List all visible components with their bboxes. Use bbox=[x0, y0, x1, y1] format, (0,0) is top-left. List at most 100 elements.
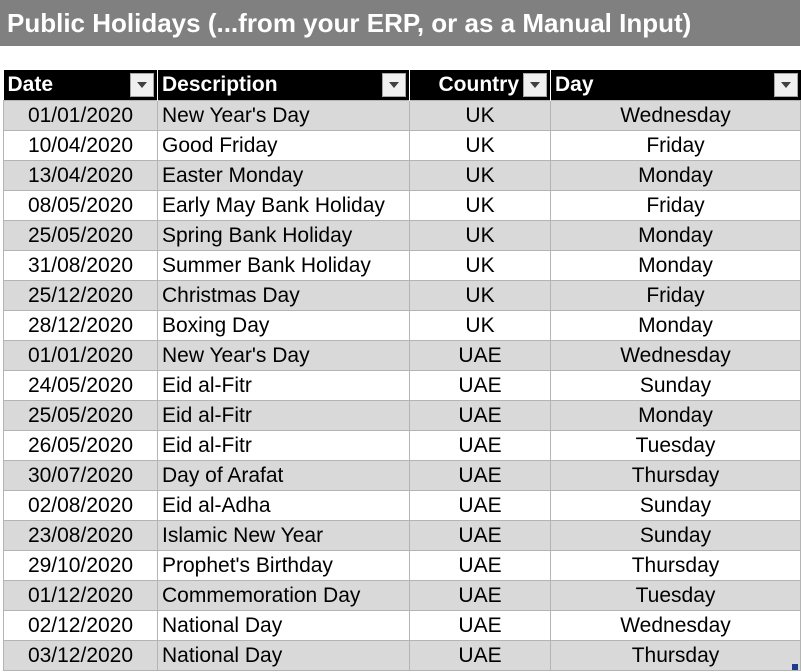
cell-country[interactable]: UAE bbox=[409, 460, 551, 491]
cell-country[interactable]: UK bbox=[409, 130, 551, 161]
cell-country[interactable]: UAE bbox=[409, 580, 551, 611]
cell-day[interactable]: Monday bbox=[550, 220, 801, 251]
cell-day[interactable]: Sunday bbox=[550, 370, 801, 401]
cell-country[interactable]: UAE bbox=[409, 400, 551, 431]
table-row: 30/07/2020 Day of Arafat UAE Thursday bbox=[3, 460, 801, 491]
cell-country[interactable]: UK bbox=[409, 250, 551, 281]
cell-date[interactable]: 08/05/2020 bbox=[3, 190, 158, 221]
cell-country[interactable]: UK bbox=[409, 160, 551, 191]
cell-description[interactable]: Spring Bank Holiday bbox=[157, 220, 410, 251]
cell-day[interactable]: Wednesday bbox=[550, 100, 801, 131]
cell-day[interactable]: Sunday bbox=[550, 490, 801, 521]
table-row: 08/05/2020 Early May Bank Holiday UK Friday bbox=[3, 190, 801, 221]
cell-date[interactable]: 25/12/2020 bbox=[3, 280, 158, 311]
header-country: Country bbox=[409, 70, 551, 101]
table-row: 03/12/2020 National Day UAE Thursday bbox=[3, 640, 801, 671]
cell-date[interactable]: 03/12/2020 bbox=[3, 640, 158, 671]
cell-day[interactable]: Tuesday bbox=[550, 580, 801, 611]
cell-date[interactable]: 01/12/2020 bbox=[3, 580, 158, 611]
cell-description[interactable]: New Year's Day bbox=[157, 100, 410, 131]
table-row: 28/12/2020 Boxing Day UK Monday bbox=[3, 310, 801, 341]
table-row: 26/05/2020 Eid al-Fitr UAE Tuesday bbox=[3, 430, 801, 461]
cell-description[interactable]: Prophet's Birthday bbox=[157, 550, 410, 581]
cell-description[interactable]: Christmas Day bbox=[157, 280, 410, 311]
cell-date[interactable]: 24/05/2020 bbox=[3, 370, 158, 401]
cell-country[interactable]: UAE bbox=[409, 550, 551, 581]
cell-country[interactable]: UAE bbox=[409, 610, 551, 641]
cell-date[interactable]: 02/08/2020 bbox=[3, 490, 158, 521]
cell-date[interactable]: 01/01/2020 bbox=[3, 100, 158, 131]
table-resize-handle-icon[interactable] bbox=[792, 664, 798, 670]
cell-date[interactable]: 01/01/2020 bbox=[3, 340, 158, 371]
table-row: 25/05/2020 Spring Bank Holiday UK Monday bbox=[3, 220, 801, 251]
cell-day[interactable]: Friday bbox=[550, 280, 801, 311]
cell-description[interactable]: New Year's Day bbox=[157, 340, 410, 371]
header-day: Day bbox=[550, 70, 801, 101]
cell-description[interactable]: National Day bbox=[157, 640, 410, 671]
cell-country[interactable]: UK bbox=[409, 100, 551, 131]
cell-description[interactable]: Good Friday bbox=[157, 130, 410, 161]
cell-day[interactable]: Wednesday bbox=[550, 340, 801, 371]
cell-description[interactable]: Day of Arafat bbox=[157, 460, 410, 491]
cell-date[interactable]: 25/05/2020 bbox=[3, 400, 158, 431]
cell-country[interactable]: UAE bbox=[409, 640, 551, 671]
cell-day[interactable]: Monday bbox=[550, 400, 801, 431]
cell-country[interactable]: UK bbox=[409, 220, 551, 251]
cell-day[interactable]: Tuesday bbox=[550, 430, 801, 461]
cell-date[interactable]: 13/04/2020 bbox=[3, 160, 158, 191]
filter-dropdown-icon[interactable] bbox=[523, 73, 547, 97]
cell-description[interactable]: Eid al-Adha bbox=[157, 490, 410, 521]
cell-description[interactable]: Commemoration Day bbox=[157, 580, 410, 611]
cell-date[interactable]: 30/07/2020 bbox=[3, 460, 158, 491]
cell-country[interactable]: UAE bbox=[409, 340, 551, 371]
table-row: 31/08/2020 Summer Bank Holiday UK Monday bbox=[3, 250, 801, 281]
cell-country[interactable]: UK bbox=[409, 310, 551, 341]
cell-description[interactable]: Easter Monday bbox=[157, 160, 410, 191]
cell-date[interactable]: 31/08/2020 bbox=[3, 250, 158, 281]
cell-country[interactable]: UAE bbox=[409, 370, 551, 401]
cell-description[interactable]: Eid al-Fitr bbox=[157, 400, 410, 431]
cell-description[interactable]: Eid al-Fitr bbox=[157, 430, 410, 461]
cell-description[interactable]: Boxing Day bbox=[157, 310, 410, 341]
cell-date[interactable]: 25/05/2020 bbox=[3, 220, 158, 251]
table-row: 02/12/2020 National Day UAE Wednesday bbox=[3, 610, 801, 641]
cell-country[interactable]: UAE bbox=[409, 520, 551, 551]
cell-day[interactable]: Sunday bbox=[550, 520, 801, 551]
cell-date[interactable]: 23/08/2020 bbox=[3, 520, 158, 551]
filter-dropdown-icon[interactable] bbox=[382, 73, 406, 97]
page-title: Public Holidays (...from your ERP, or as… bbox=[0, 0, 800, 46]
cell-country[interactable]: UK bbox=[409, 280, 551, 311]
cell-date[interactable]: 10/04/2020 bbox=[3, 130, 158, 161]
table-row: 13/04/2020 Easter Monday UK Monday bbox=[3, 160, 801, 191]
cell-day[interactable]: Friday bbox=[550, 130, 801, 161]
cell-date[interactable]: 26/05/2020 bbox=[3, 430, 158, 461]
header-date-label: Date bbox=[7, 73, 54, 96]
cell-date[interactable]: 28/12/2020 bbox=[3, 310, 158, 341]
cell-day[interactable]: Friday bbox=[550, 190, 801, 221]
cell-date[interactable]: 02/12/2020 bbox=[3, 610, 158, 641]
cell-day[interactable]: Thursday bbox=[550, 460, 801, 491]
table-row: 01/01/2020 New Year's Day UAE Wednesday bbox=[3, 340, 801, 371]
table-row: 25/05/2020 Eid al-Fitr UAE Monday bbox=[3, 400, 801, 431]
table-row: 02/08/2020 Eid al-Adha UAE Sunday bbox=[3, 490, 801, 521]
cell-description[interactable]: Eid al-Fitr bbox=[157, 370, 410, 401]
filter-dropdown-icon[interactable] bbox=[773, 73, 798, 97]
cell-day[interactable]: Monday bbox=[550, 310, 801, 341]
holidays-table-container: Date Description Country bbox=[3, 70, 801, 671]
cell-day[interactable]: Thursday bbox=[550, 640, 801, 671]
cell-description[interactable]: Islamic New Year bbox=[157, 520, 410, 551]
cell-country[interactable]: UAE bbox=[409, 490, 551, 521]
cell-date[interactable]: 29/10/2020 bbox=[3, 550, 158, 581]
cell-country[interactable]: UK bbox=[409, 190, 551, 221]
cell-country[interactable]: UAE bbox=[409, 430, 551, 461]
cell-description[interactable]: Early May Bank Holiday bbox=[157, 190, 410, 221]
cell-day[interactable]: Monday bbox=[550, 160, 801, 191]
filter-dropdown-icon[interactable] bbox=[130, 73, 154, 97]
cell-day[interactable]: Wednesday bbox=[550, 610, 801, 641]
header-day-label: Day bbox=[555, 73, 594, 96]
cell-description[interactable]: Summer Bank Holiday bbox=[157, 250, 410, 281]
cell-day[interactable]: Monday bbox=[550, 250, 801, 281]
cell-day[interactable]: Thursday bbox=[550, 550, 801, 581]
table-row: 29/10/2020 Prophet's Birthday UAE Thursday bbox=[3, 550, 801, 581]
cell-description[interactable]: National Day bbox=[157, 610, 410, 641]
